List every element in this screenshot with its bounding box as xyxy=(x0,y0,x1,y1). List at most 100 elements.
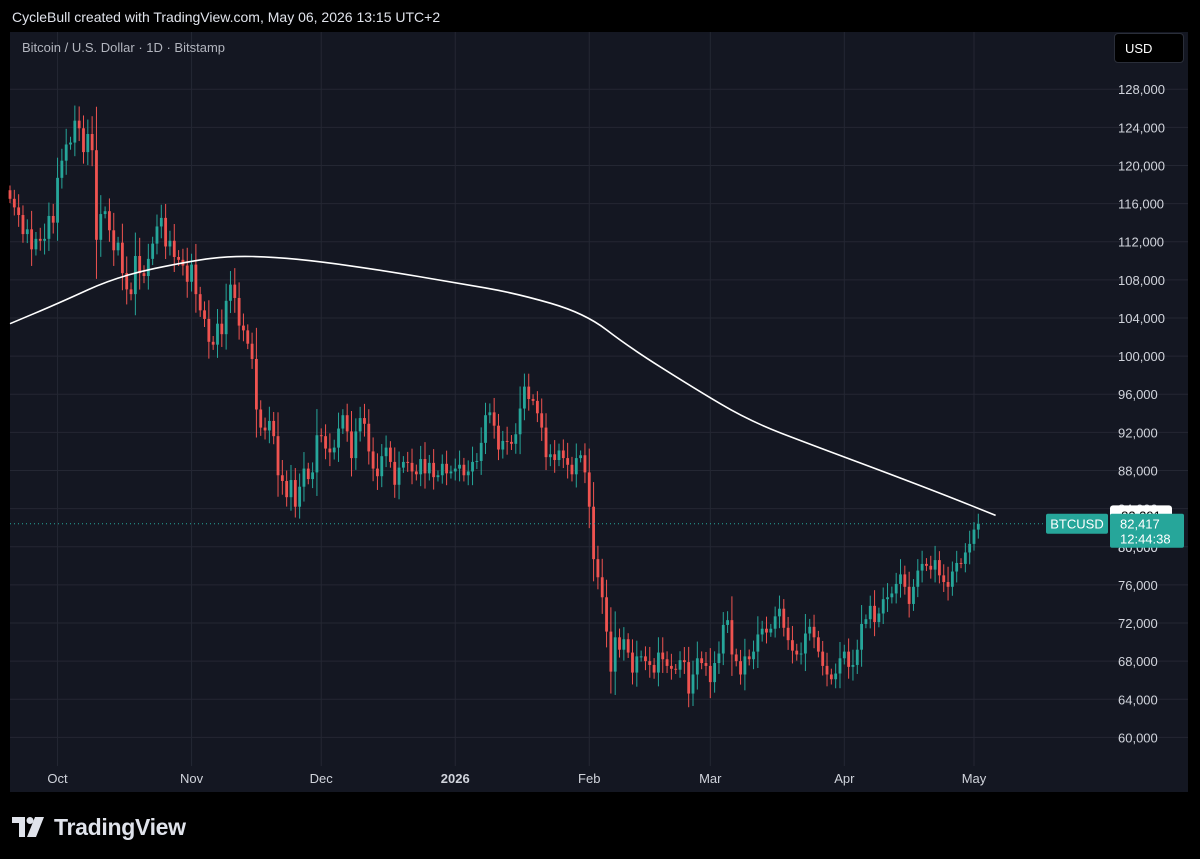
footer-bar xyxy=(0,792,1200,859)
candle-body xyxy=(639,656,643,658)
candle xyxy=(518,386,522,455)
candle xyxy=(622,627,626,661)
candle xyxy=(17,194,21,227)
candle xyxy=(963,543,967,573)
candle-body xyxy=(860,623,864,650)
candle xyxy=(159,204,163,239)
candle-body xyxy=(561,450,565,459)
candle-body xyxy=(523,386,526,409)
candle-body xyxy=(56,177,59,223)
y-tick-label: 96,000 xyxy=(1118,387,1158,402)
candle xyxy=(523,373,526,421)
candle xyxy=(306,462,310,485)
candle xyxy=(345,403,349,442)
candle xyxy=(38,227,42,251)
currency-button[interactable]: USD xyxy=(1114,33,1184,63)
candle xyxy=(739,649,742,685)
candle xyxy=(743,638,747,691)
candle-body xyxy=(760,628,764,635)
candle-body xyxy=(838,658,842,674)
candle-body xyxy=(177,256,180,260)
candle xyxy=(920,550,924,583)
candle-body xyxy=(682,660,686,663)
candle-body xyxy=(708,665,712,683)
candle-body xyxy=(548,454,552,458)
candle-body xyxy=(704,663,708,666)
candle xyxy=(471,446,474,486)
candle xyxy=(43,223,46,255)
candle-body xyxy=(453,468,457,472)
candle-body xyxy=(492,412,496,426)
candle-body xyxy=(90,133,94,151)
candle xyxy=(328,433,332,467)
candle-body xyxy=(60,160,64,178)
candle-body xyxy=(440,463,444,476)
candle-body xyxy=(341,415,345,429)
candle xyxy=(700,651,704,670)
candle-body xyxy=(350,431,353,459)
candle xyxy=(371,437,375,482)
candle xyxy=(133,232,137,316)
candle xyxy=(855,639,859,674)
candle-body xyxy=(242,325,245,331)
candle xyxy=(972,522,976,551)
candle-body xyxy=(877,613,881,623)
candle xyxy=(233,268,237,313)
candle-body xyxy=(501,440,505,450)
candle xyxy=(194,243,198,313)
candle xyxy=(929,555,933,579)
candle-body xyxy=(34,238,38,250)
candle-body xyxy=(505,440,509,442)
tradingview-logo[interactable]: TradingView xyxy=(12,812,186,842)
candle xyxy=(8,185,12,204)
candle xyxy=(99,195,103,257)
candle xyxy=(713,651,717,693)
candle xyxy=(873,590,876,637)
candle xyxy=(207,300,211,359)
candle xyxy=(427,454,431,481)
candle-body xyxy=(393,461,397,485)
candle xyxy=(531,394,535,406)
candles-layer xyxy=(8,105,980,708)
candle xyxy=(90,116,94,167)
candle-body xyxy=(691,674,695,694)
candle-body xyxy=(644,656,647,662)
candle xyxy=(267,406,271,444)
candle-body xyxy=(185,265,189,282)
candle xyxy=(30,210,34,266)
candle xyxy=(138,237,142,290)
candle-body xyxy=(972,529,976,544)
candle-body xyxy=(237,297,241,326)
candle-body xyxy=(721,624,725,654)
candle-body xyxy=(540,413,544,428)
candle-body xyxy=(765,628,768,633)
y-tick-label: 68,000 xyxy=(1118,654,1158,669)
candle-body xyxy=(367,423,371,452)
candle xyxy=(254,327,258,438)
candle-body xyxy=(886,597,889,600)
candle-body xyxy=(535,400,539,414)
y-tick-label: 76,000 xyxy=(1118,578,1158,593)
candle xyxy=(216,309,219,358)
candle-body xyxy=(635,656,639,673)
chart-panel[interactable] xyxy=(10,32,1188,792)
candle xyxy=(669,653,673,680)
candle-body xyxy=(332,447,336,453)
candle xyxy=(484,402,487,455)
candle-body xyxy=(609,631,613,672)
candle-body xyxy=(142,273,146,277)
candle-body xyxy=(912,586,915,604)
candle-body xyxy=(337,428,340,448)
symbol-badge-text: BTCUSD xyxy=(1050,517,1103,532)
candle-body xyxy=(756,634,760,652)
candle xyxy=(557,443,561,467)
candle-body xyxy=(168,240,172,247)
candle xyxy=(479,427,483,475)
candle xyxy=(510,435,513,450)
candle xyxy=(946,566,950,601)
candle-body xyxy=(155,226,159,244)
y-tick-label: 128,000 xyxy=(1118,82,1165,97)
candle xyxy=(717,641,721,674)
candle-body xyxy=(116,242,120,251)
